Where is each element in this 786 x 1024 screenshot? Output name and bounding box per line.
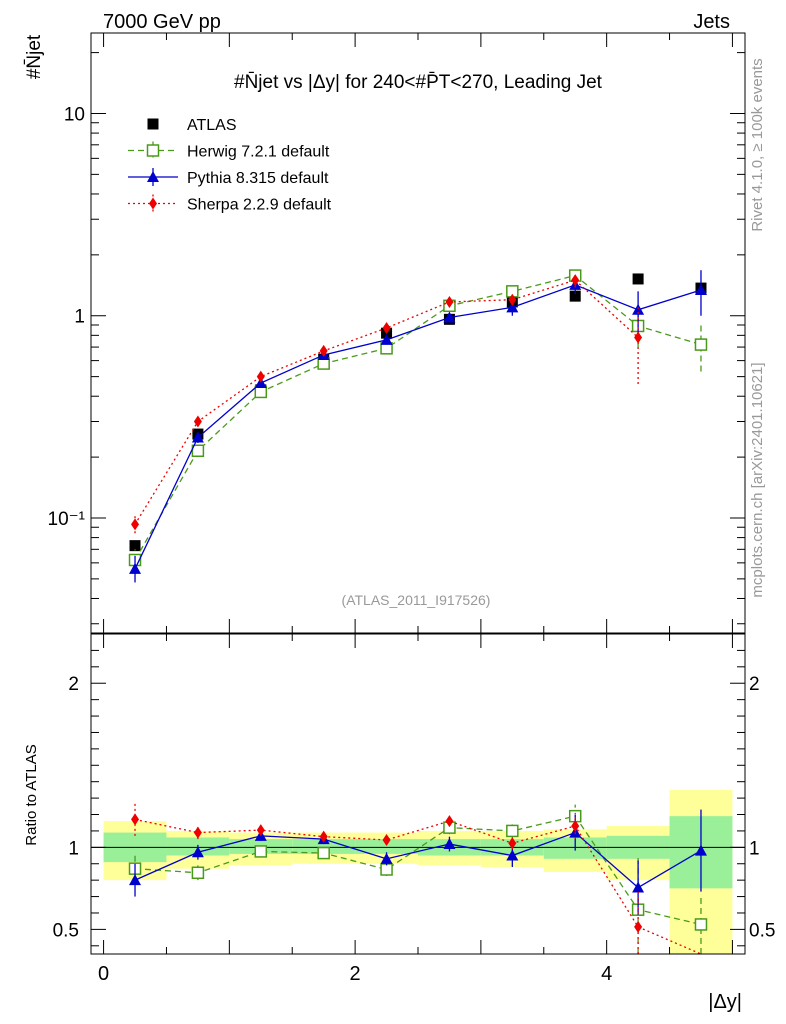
header-right-label: Jets	[693, 11, 730, 33]
main-ytick-label-1: 1	[74, 307, 85, 328]
ratio-ylabel: Ratio to ATLAS	[23, 744, 40, 845]
main-ytick-label-2: 10	[64, 104, 85, 125]
legend-label-1: Herwig 7.2.1 default	[187, 144, 330, 161]
ratio-ytick-label-left-0: 0.5	[53, 920, 79, 941]
ratio-ytick-label-right-0: 0.5	[749, 920, 775, 941]
ratio-point-1-1	[191, 846, 204, 858]
ratio-point-1-4	[380, 852, 393, 864]
main-line-2	[134, 284, 702, 570]
ratio-line-0	[134, 815, 702, 926]
main-point-3-7	[571, 274, 580, 287]
main-y-ticks: 10⁻¹ 1 10	[48, 33, 745, 633]
ratio-point-2-1	[193, 826, 202, 839]
ratio-point-2-7	[571, 820, 580, 832]
ratio-xtick-label-0: 0	[98, 963, 109, 985]
ratio-point-1-6	[506, 849, 519, 861]
main-point-2-4	[380, 333, 393, 345]
main-point-0-8	[632, 273, 644, 285]
legend-label-0: ATLAS	[187, 117, 237, 134]
ratio-ticks: 0.5 0.5 1 1 2 2 0 2 4	[53, 634, 775, 985]
ratio-point-2-4	[382, 833, 391, 846]
ratio-point-0-1	[191, 866, 205, 880]
ratio-point-0-2	[254, 845, 268, 858]
ratio-point-2-8	[634, 920, 643, 933]
legend-marker-1	[146, 144, 160, 157]
main-point-3-3	[319, 344, 328, 357]
header-left-label: 7000 GeV pp	[103, 11, 221, 33]
main-point-1-1	[191, 444, 205, 458]
ratio-line-2	[134, 818, 702, 955]
main-point-0-0	[129, 540, 141, 552]
ratio-point-2-5	[445, 815, 454, 828]
ratio-point-0-4	[380, 863, 393, 876]
ratio-frame	[90, 633, 746, 955]
main-ylabel: #N̄jet	[24, 34, 45, 79]
mcplots-side-label: mcplots.cern.ch [arXiv:2401.10621]	[749, 362, 766, 597]
ratio-xtick-label-2: 4	[601, 963, 612, 985]
ratio-point-0-6	[506, 824, 519, 838]
ratio-point-2-0	[131, 813, 140, 826]
ratio-point-2-6	[508, 837, 517, 850]
legend-label-3: Sherpa 2.2.9 default	[187, 197, 332, 214]
watermark: (ATLAS_2011_I917526)	[342, 592, 491, 608]
main-point-1-2	[254, 385, 268, 399]
main-point-3-4	[382, 321, 391, 334]
rivet-side-label: Rivet 4.1.0, ≥ 100k events	[749, 58, 766, 231]
main-point-0-7	[569, 290, 581, 302]
main-line-1	[134, 274, 702, 561]
main-point-2-1	[191, 431, 204, 443]
main-point-3-5	[445, 295, 454, 308]
main-series-2	[129, 270, 707, 583]
ratio-point-1-7	[569, 826, 582, 838]
legend: ATLAS Herwig 7.2.1 default Pythia 8.315 de…	[128, 117, 332, 214]
main-point-3-2	[256, 370, 265, 383]
ratio-ytick-label-left-1: 1	[68, 838, 79, 859]
ratio-ytick-label-left-2: 2	[68, 674, 79, 695]
ratio-point-2-2	[256, 824, 265, 837]
main-point-2-8	[632, 303, 645, 315]
ratio-xtick-label-1: 2	[350, 963, 361, 985]
band-stat-3	[292, 839, 356, 854]
main-point-2-9	[694, 284, 707, 296]
ratio-line-1	[134, 831, 702, 889]
ratio-point-2-3	[319, 830, 328, 843]
ratio-xlabel: |Δy|	[708, 991, 742, 1013]
ratio-panel: 0.5 0.5 1 1 2 2 0 2 4 Ratio to ATLAS |Δy|	[23, 633, 775, 1013]
main-point-3-8	[634, 331, 643, 344]
main-point-1-9	[694, 338, 708, 351]
ratio-series-group	[128, 801, 708, 955]
ratio-ytick-label-right-2: 2	[749, 674, 760, 695]
main-panel: #N̄jet vs |Δy| for 240<#P̄T<270, Leading…	[24, 32, 746, 634]
main-point-2-6	[506, 301, 519, 313]
legend-marker-2	[147, 171, 159, 182]
legend-marker-0	[147, 118, 159, 130]
main-line-3	[134, 279, 639, 525]
main-title: #N̄jet vs |Δy| for 240<#P̄T<270, Leading…	[234, 72, 603, 93]
main-point-3-1	[193, 415, 202, 428]
main-frame	[90, 32, 746, 634]
ratio-point-0-3	[317, 846, 330, 860]
ratio-point-1-0	[129, 874, 142, 886]
ratio-point-0-9	[694, 918, 708, 931]
main-point-3-6	[508, 293, 517, 306]
ratio-series-2	[131, 801, 702, 955]
main-series-3	[131, 273, 643, 534]
main-ytick-label-0: 10⁻¹	[48, 509, 86, 530]
main-point-2-0	[129, 562, 142, 574]
main-series-group	[128, 269, 708, 583]
main-point-2-5	[443, 311, 456, 323]
main-point-3-0	[131, 518, 140, 531]
ratio-point-1-8	[632, 881, 645, 893]
legend-marker-3	[149, 197, 157, 210]
ratio-point-1-9	[694, 844, 707, 856]
ratio-ytick-label-right-1: 1	[749, 838, 760, 859]
band-stat-4	[355, 839, 418, 854]
ratio-point-1-5	[443, 838, 456, 850]
legend-label-2: Pythia 8.315 default	[187, 170, 329, 187]
